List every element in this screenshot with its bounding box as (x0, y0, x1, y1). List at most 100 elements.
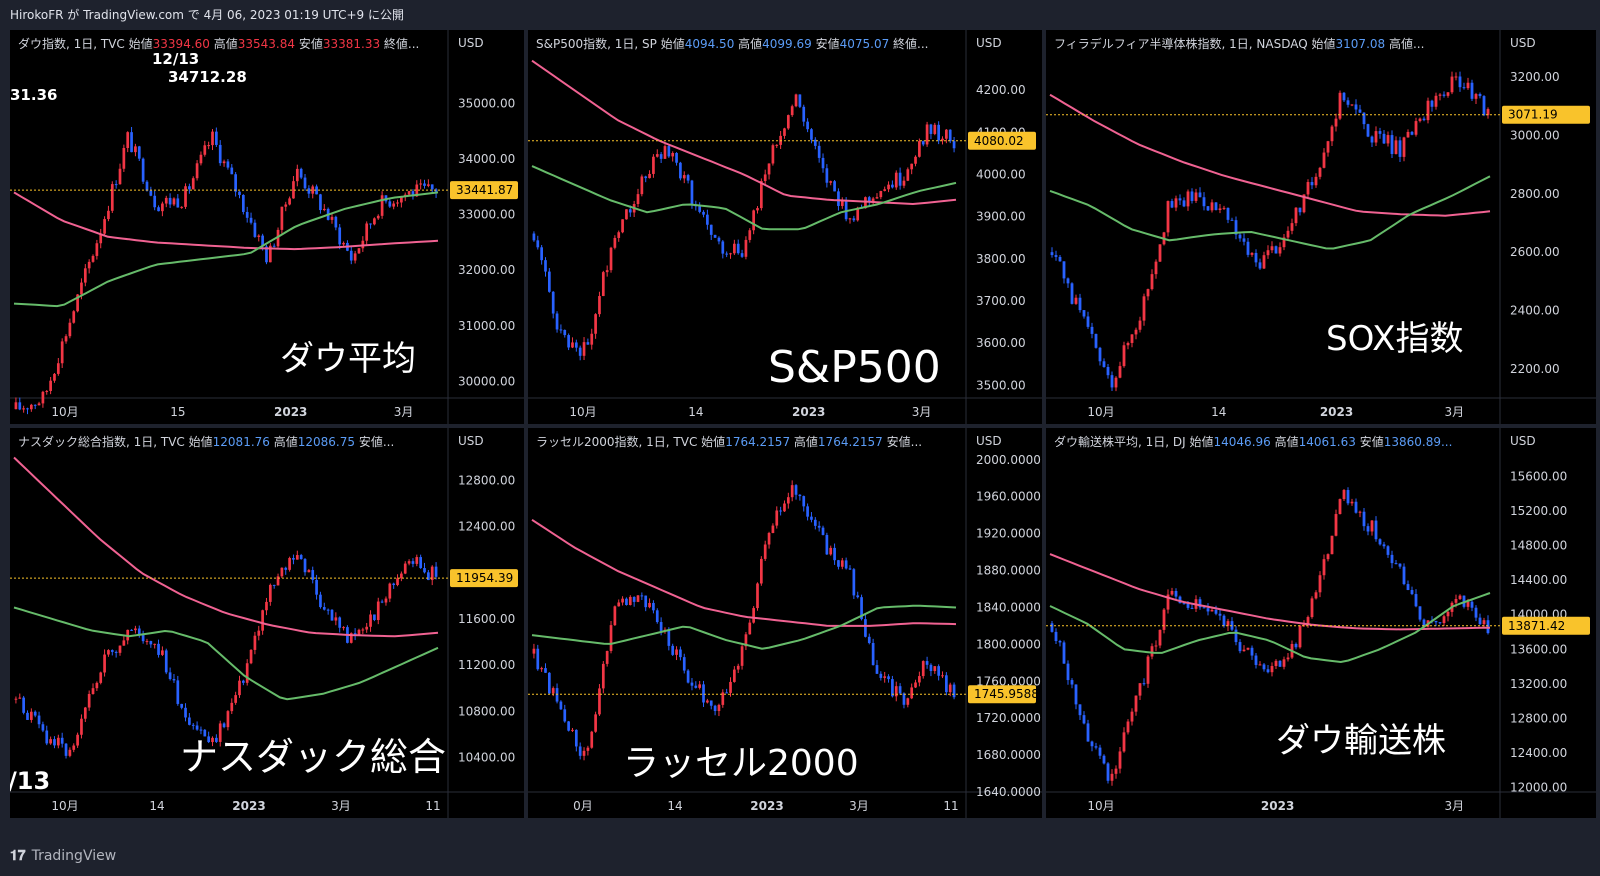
candle-body (1446, 92, 1450, 96)
candle-body (671, 645, 675, 655)
legend-part: 4094.50 (685, 37, 738, 51)
candle-body (1298, 207, 1302, 213)
chart-annotation: 12/13 (152, 50, 199, 68)
chart-panel-dow-transport[interactable]: 15600.00 15200.00 14800.00 14400.00 14000.00… (1046, 428, 1596, 818)
candle-body (706, 214, 709, 225)
candle-body (1482, 620, 1486, 625)
candle-body (1158, 629, 1162, 646)
candle-body (1166, 201, 1170, 233)
candle-body (1354, 104, 1358, 110)
candle-body (384, 598, 388, 603)
candles (532, 93, 956, 361)
legend-part: 33543.84 (238, 37, 299, 51)
candle-body (322, 607, 326, 610)
candle-body (353, 253, 357, 261)
candle-body (790, 106, 794, 116)
candle-body (559, 701, 563, 710)
chart-panel-nasdaq[interactable]: 12800.00 12400.00 11600.00 11200.00 10800.00… (10, 428, 524, 818)
candle-body (1150, 274, 1154, 290)
candle-body (1286, 230, 1290, 238)
candle-body (22, 408, 25, 410)
candle-body (609, 247, 613, 271)
candle-body (230, 167, 234, 175)
candle-body (1270, 666, 1274, 673)
candle-body (1082, 715, 1086, 724)
candle-body (1090, 741, 1094, 747)
candle-body (1078, 704, 1082, 716)
candle-body (794, 94, 798, 107)
y-tick-label: 12800.00 (458, 474, 515, 488)
candle-body (114, 184, 118, 186)
candle-body (392, 203, 396, 207)
candle-body (887, 184, 890, 190)
candle-body (245, 663, 249, 683)
candle-body (1374, 131, 1378, 143)
chart-panel-sp500[interactable]: 4200.004100.004000.003900.003800.003700.… (528, 30, 1042, 424)
chart-panel-dow[interactable]: 35000.00 34000.00 33000.00 32000.00 31000.00… (10, 30, 524, 424)
candle-body (195, 725, 199, 730)
candle-body (53, 739, 56, 746)
candle-body (725, 692, 729, 694)
candle-body (567, 335, 570, 348)
y-tick-label: 3000.00 (1510, 129, 1560, 143)
candle-body (748, 230, 752, 240)
x-tick-label: 15 (170, 405, 185, 419)
candle-body (280, 206, 284, 230)
candle-body (22, 697, 25, 713)
candle-body (1254, 655, 1258, 665)
candle-body (1214, 202, 1218, 211)
candle-body (107, 650, 110, 655)
legend-part: 4075.07 (840, 37, 893, 51)
candle-body (419, 183, 423, 185)
candle-body (613, 606, 617, 626)
chart-panel-russell[interactable]: 2000.0000 1960.0000 1920.0000 1880.0000 1840… (528, 428, 1042, 818)
candle-body (1358, 109, 1362, 113)
legend-part: 1764.2157 (818, 435, 887, 449)
candle-body (709, 224, 713, 235)
candle-body (675, 152, 678, 163)
candle-body (1202, 197, 1206, 207)
candle-body (1438, 94, 1442, 96)
candle-body (875, 197, 879, 199)
candle-body (118, 168, 122, 185)
candle-body (1390, 554, 1394, 564)
chart-panel-sox[interactable]: 3200.00 3000.00 2800.00 2600.00 2400.00 2200.… (1046, 30, 1596, 424)
candle-body (1314, 592, 1318, 599)
candle-body (272, 245, 276, 247)
candle-body (153, 643, 157, 645)
candle-body (1194, 192, 1198, 201)
candle-body (434, 189, 438, 194)
candle-body (284, 567, 288, 570)
y-tick-label: 12800.00 (1510, 711, 1567, 725)
candle-body (411, 191, 415, 197)
candle-body (1386, 135, 1390, 144)
candle-body (1474, 94, 1478, 99)
candle-body (26, 712, 29, 720)
candle-body (299, 168, 303, 178)
candle-body (925, 661, 929, 665)
candle-body (563, 709, 567, 722)
x-tick-label: 2023 (792, 405, 825, 419)
candle-body (544, 668, 547, 673)
chart-svg: 3200.00 3000.00 2800.00 2600.00 2400.00 2200.… (1046, 30, 1596, 424)
candle-body (682, 657, 686, 671)
candle-body (1366, 526, 1370, 532)
candle-body (925, 124, 929, 145)
candle-body (157, 643, 160, 655)
candle-body (1066, 278, 1070, 284)
y-tick-label: 11200.00 (458, 658, 515, 672)
candle-body (686, 175, 690, 181)
candle-body (1486, 620, 1490, 634)
candle-body (1198, 192, 1202, 198)
candle-body (99, 233, 103, 244)
candle-body (1482, 96, 1486, 116)
candle-body (145, 641, 149, 643)
candle-body (1102, 755, 1106, 764)
x-tick-label: 11 (943, 799, 958, 813)
candle-body (207, 736, 211, 743)
candle-body (609, 625, 613, 651)
candle-body (427, 572, 430, 581)
candle-body (45, 730, 49, 744)
candle-body (272, 584, 276, 586)
candle-body (380, 601, 384, 603)
